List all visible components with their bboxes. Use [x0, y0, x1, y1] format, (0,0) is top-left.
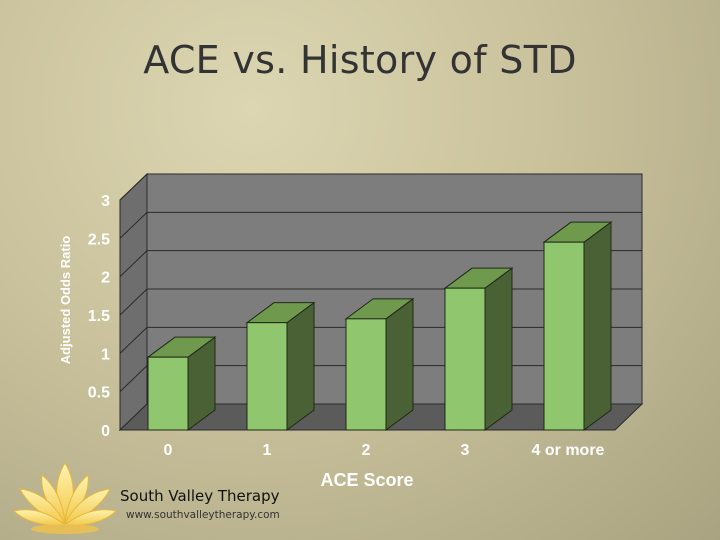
bar-front: [246, 322, 288, 431]
bar-side: [385, 297, 414, 431]
bar-side: [286, 301, 315, 431]
slide-title: ACE vs. History of STD: [143, 38, 577, 82]
gridline-side: [119, 288, 148, 316]
company-website: www.southvalleytherapy.com: [126, 509, 280, 521]
y-tick-label: 0.5: [88, 385, 110, 402]
bar-front: [345, 318, 387, 431]
bar-front: [444, 287, 486, 431]
gridline-side: [119, 365, 148, 393]
bar-2: [344, 297, 415, 431]
bar-front: [147, 356, 189, 431]
bar-0: [146, 336, 217, 431]
x-tick-label: 1: [263, 442, 272, 459]
x-axis-title: ACE Score: [320, 470, 413, 490]
y-tick-label: 2.5: [88, 231, 110, 248]
bar-1: [245, 301, 316, 431]
y-axis-ticks: 0 0.5 1 1.5 2 2.5 3: [88, 193, 110, 440]
y-tick-label: 3: [101, 193, 110, 210]
y-tick-label: 0: [101, 423, 110, 440]
x-tick-label: 4 or more: [532, 442, 605, 459]
gridline-side: [119, 250, 148, 278]
chart-bars: [146, 221, 613, 431]
lotus-logo-icon: [13, 462, 117, 534]
gridline-side: [119, 173, 148, 201]
bar-side: [583, 221, 612, 431]
x-tick-label: 2: [362, 442, 371, 459]
y-tick-label: 1: [101, 346, 110, 363]
x-axis-ticks: 0 1 2 3 4 or more: [164, 442, 605, 459]
x-tick-label: 3: [461, 442, 470, 459]
gridline-side: [119, 211, 148, 239]
y-tick-label: 2: [101, 270, 110, 287]
bar-3: [443, 267, 514, 431]
bar-front: [543, 241, 585, 431]
bar-4: [542, 221, 613, 431]
y-axis-title: Adjusted Odds Ratio: [58, 236, 73, 365]
company-name: South Valley Therapy: [120, 487, 280, 505]
y-tick-label: 1.5: [88, 308, 110, 325]
gridline-side: [119, 326, 148, 354]
bar-side: [484, 267, 513, 431]
x-tick-label: 0: [164, 442, 173, 459]
